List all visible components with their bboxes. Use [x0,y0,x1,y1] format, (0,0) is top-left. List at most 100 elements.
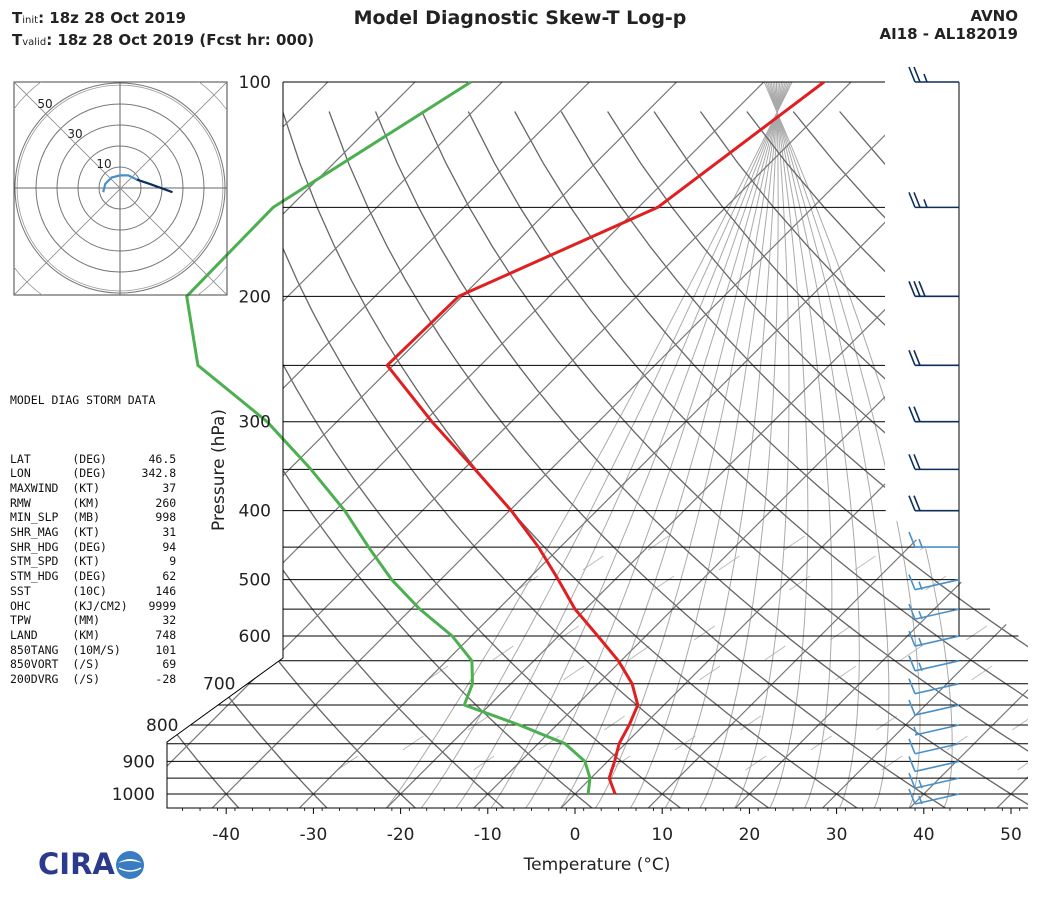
storm-field-value: -28 [134,672,177,687]
wind-barb [908,66,959,83]
storm-field-value: 37 [134,480,177,495]
mixing-ratio-line [1017,755,1028,771]
x-tick-label: 10 [651,825,673,845]
mixing-ratio-line [699,665,721,681]
storm-data-row: LON (DEG) 342.8 [10,466,176,481]
storm-data-row: LAT (DEG) 46.5 [10,452,176,467]
isotherm [821,82,1028,808]
isotherm [0,82,66,809]
y-tick-label: 300 [239,413,271,433]
y-tick-label: 200 [239,287,271,307]
wind-barb [908,678,960,695]
mixing-ratio-line [1011,715,1028,731]
storm-field-name: STM_HDG [10,569,73,584]
storm-field-value: 62 [134,569,177,584]
storm-field-value: 101 [134,642,177,657]
mixing-ratio-line [745,755,767,771]
moist-adiabat [765,82,921,808]
isotherm [0,82,153,809]
isotherm [167,82,590,808]
wind-barb [908,655,960,672]
storm-data-row: TPW (MM) 32 [10,613,176,628]
storm-field-unit: (DEG) [72,466,135,481]
storm-field-value: 32 [134,613,177,628]
mixing-ratio-line [854,555,876,571]
storm-field-name: LAT [10,451,73,466]
moist-adiabat [664,82,779,808]
mixing-ratio-line [829,625,852,641]
x-axis-label: Temperature (°C) [523,855,671,875]
storm-field-unit: (MM) [72,613,135,628]
valid-value: : 18z 28 Oct 2019 (Fcst hr: 000) [46,31,315,49]
isotherm [733,82,1028,808]
y-tick-label: 700 [203,675,235,695]
moist-adiabat [385,82,793,808]
mixing-ratio-line [925,575,947,591]
storm-data-row: RMW (KM) 260 [10,496,176,511]
mixing-ratio-line [965,625,988,641]
temperature-profile [385,80,825,795]
storm-data-row: MAXWIND (KT) 37 [10,481,176,496]
isotherm [297,82,1026,808]
hodograph-ring-label: 30 [67,127,82,141]
mixing-ratio-line [563,665,585,681]
storm-field-value: 46.5 [134,451,177,466]
isotherm [210,82,939,808]
moist-adiabat [733,82,790,808]
isotherm [167,82,416,808]
wind-barb [908,738,960,755]
mixing-ratio-line [647,535,669,551]
moist-adiabat [769,82,860,808]
mixing-ratio-line [628,645,650,661]
y-tick-label: 800 [146,716,178,736]
valid-label: T [12,31,23,49]
storm-data-row: 850VORT (/S) 69 [10,657,176,672]
storm-field-name: TPW [10,613,73,628]
mixing-ratio-line [875,715,898,731]
mixing-ratio-line [427,665,449,681]
storm-data-row: STM_SPD (KT) 9 [10,554,176,569]
storm-field-value: 260 [134,495,177,510]
cira-logo-graphic: CIRA [38,847,144,881]
mixing-ratio-line [337,755,359,771]
hodograph-diagonal [14,82,227,295]
isotherm [167,82,329,808]
wind-barb [908,756,960,773]
moist-adiabat [770,82,833,808]
moist-adiabat [559,82,784,808]
storm-field-name: 850VORT [10,657,73,672]
wind-barb [908,406,959,423]
x-tick-label: -20 [387,825,415,845]
y-tick-label: 600 [239,627,271,647]
storm-field-value: 748 [134,627,177,642]
init-time: Tinit: 18z 28 Oct 2019 [12,8,186,31]
moist-adiabat [594,82,783,808]
valid-sub: valid [22,37,47,48]
isotherm [167,82,852,808]
cira-logo-text: CIRA [38,847,115,881]
wind-barb [908,281,959,298]
storm-field-unit: (DEG) [72,451,135,466]
storm-id: AI18 - AL182019 [879,25,1018,43]
storm-data-title: MODEL DIAG STORM DATA [10,393,156,408]
chart-title: Model Diagnostic Skew-T Log-p [353,7,687,29]
storm-field-name: STM_SPD [10,554,73,569]
storm-field-name: SHR_HDG [10,539,73,554]
axis-frame [166,82,1028,809]
storm-data-row: 850TANG (10M/S) 101 [10,643,176,658]
dry-adiabat [839,111,1028,808]
mixing-ratio-line [473,755,495,771]
model-name: AVNO [970,7,1018,25]
storm-data-row: MIN_SLP (MB) 998 [10,510,176,525]
cira-logo: CIRA [38,846,148,886]
hodograph-ring-label: 50 [37,97,52,111]
isobars [167,81,1028,795]
storm-field-name: LON [10,466,73,481]
dry-adiabat [932,111,1028,808]
moist-adiabat [454,82,790,808]
y-tick-label: 100 [239,73,271,93]
dry-adiabat [189,111,683,808]
storm-field-unit: (KT) [72,525,135,540]
storm-field-value: 69 [134,657,177,672]
